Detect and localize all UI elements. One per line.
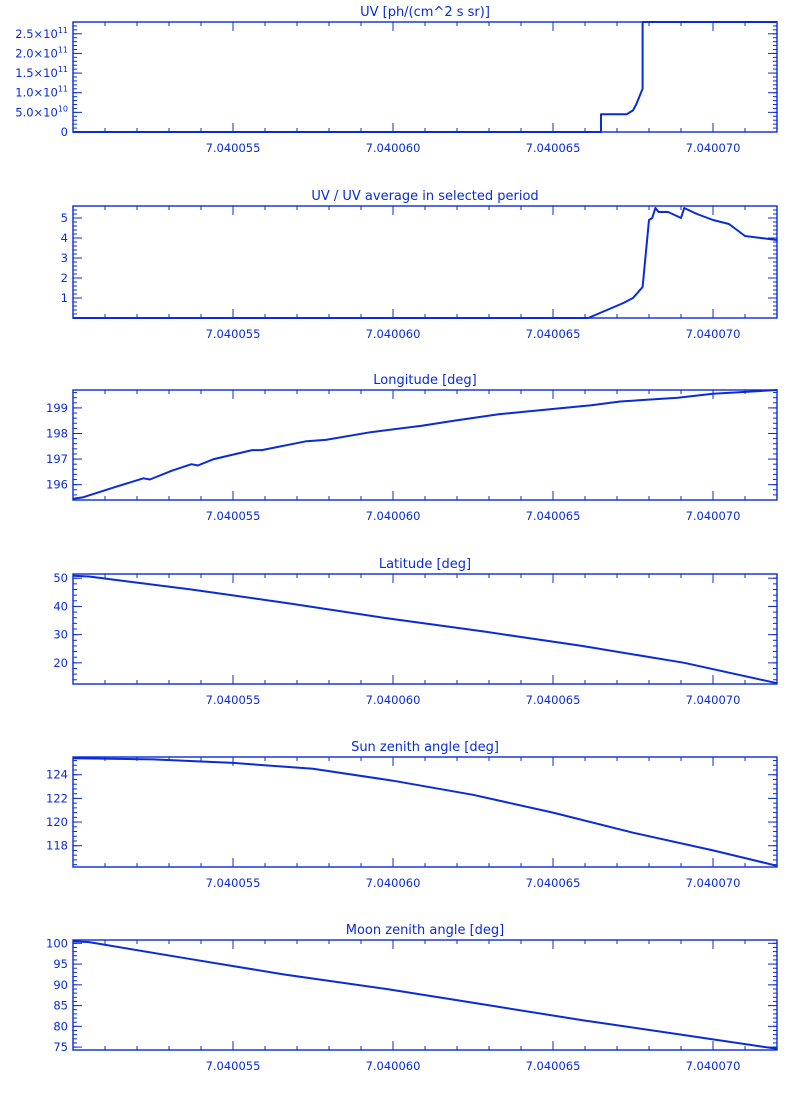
x-tick-label: 7.040060: [366, 141, 421, 155]
plot-frame: [72, 389, 778, 501]
x-tick-label: 7.040065: [526, 327, 581, 341]
plot-frame: [72, 205, 778, 319]
x-tick-label: 7.040060: [366, 1059, 421, 1073]
x-tick-label: 7.040055: [206, 693, 261, 707]
y-tick-label: 85: [53, 999, 68, 1013]
y-tick-label: 80: [53, 1019, 68, 1033]
y-tick-label: 124: [46, 768, 68, 782]
y-tick-exponent: 11: [58, 85, 68, 94]
chart-title: UV [ph/(cm^2 s sr)]: [360, 5, 490, 20]
y-tick-label: 5.0×1010: [15, 104, 68, 119]
y-tick-label: 1: [61, 291, 68, 305]
y-tick-label: 95: [53, 957, 68, 971]
chart-panel-3: Longitude [deg] 7.040055 7.040060 7.040065 7…: [46, 373, 778, 523]
chart-panel-2: UV / UV average in selected period 7.0400…: [61, 189, 778, 341]
y-tick-mantissa: 1.0×10: [15, 86, 58, 100]
x-tick-label: 7.040070: [686, 876, 741, 890]
y-tick-mantissa: 2.5×10: [15, 27, 58, 41]
y-tick-label: 197: [46, 452, 68, 466]
chart-title: Longitude [deg]: [373, 373, 476, 388]
y-tick-label: 199: [46, 401, 68, 415]
y-tick-label: 75: [53, 1040, 68, 1054]
x-tick-label: 7.040065: [526, 1059, 581, 1073]
y-tick-mantissa: 5.0×10: [15, 105, 58, 119]
y-tick-label: 30: [53, 628, 68, 642]
x-tick-label: 7.040065: [526, 693, 581, 707]
y-tick-label: 1.5×1011: [15, 65, 68, 80]
y-tick-label: 0: [61, 125, 68, 139]
y-tick-mantissa: 2.0×10: [15, 46, 58, 60]
y-tick-exponent: 11: [58, 45, 68, 54]
y-tick-exponent: 11: [58, 65, 68, 74]
y-tick-label: 100: [46, 936, 68, 950]
chart-panel-1: UV [ph/(cm^2 s sr)] 7.040055 7.040060 7.040…: [15, 5, 778, 155]
chart-title: Sun zenith angle [deg]: [351, 740, 499, 755]
x-tick-label: 7.040055: [206, 327, 261, 341]
x-tick-label: 7.040070: [686, 141, 741, 155]
chart-title: Latitude [deg]: [379, 557, 471, 572]
series-line: [72, 940, 778, 1050]
y-tick-label: 198: [46, 426, 68, 440]
series-line: [73, 207, 778, 319]
y-tick-label: 90: [53, 978, 68, 992]
series-line: [72, 389, 778, 500]
x-tick-label: 7.040065: [526, 141, 581, 155]
y-tick-label: 120: [46, 815, 68, 829]
y-tick-label: 2.5×1011: [15, 26, 68, 41]
y-tick-label: 122: [46, 791, 68, 805]
y-tick-mantissa: 0: [61, 125, 68, 139]
y-tick-label: 2.0×1011: [15, 45, 68, 60]
x-tick-label: 7.040060: [366, 693, 421, 707]
y-tick-label: 5: [61, 211, 68, 225]
series-line: [73, 21, 777, 133]
y-tick-exponent: 11: [58, 26, 68, 35]
x-tick-label: 7.040065: [526, 876, 581, 890]
series-line: [72, 574, 778, 685]
x-tick-label: 7.040070: [686, 1059, 741, 1073]
y-tick-label: 1.0×1011: [15, 85, 68, 100]
x-tick-label: 7.040055: [206, 876, 261, 890]
plot-frame: [72, 756, 778, 868]
chart-title: Moon zenith angle [deg]: [346, 923, 504, 938]
y-tick-label: 3: [61, 251, 68, 265]
y-tick-label: 2: [61, 271, 68, 285]
chart-panel-6: Moon zenith angle [deg] 7.040055 7.040060 7…: [46, 923, 778, 1073]
x-tick-label: 7.040060: [366, 327, 421, 341]
x-tick-label: 7.040060: [366, 509, 421, 523]
plot-frame: [72, 21, 778, 133]
x-tick-label: 7.040060: [366, 876, 421, 890]
series-line: [72, 757, 778, 867]
y-tick-label: 20: [53, 656, 68, 670]
x-tick-label: 7.040055: [206, 1059, 261, 1073]
x-tick-label: 7.040070: [686, 509, 741, 523]
x-tick-label: 7.040070: [686, 693, 741, 707]
y-tick-label: 40: [53, 599, 68, 613]
y-tick-label: 118: [46, 839, 68, 853]
x-tick-label: 7.040065: [526, 509, 581, 523]
y-tick-mantissa: 1.5×10: [15, 66, 58, 80]
y-tick-label: 196: [46, 478, 68, 492]
x-tick-label: 7.040070: [686, 327, 741, 341]
chart-title: UV / UV average in selected period: [311, 189, 538, 204]
y-tick-exponent: 10: [58, 104, 68, 113]
chart-panel-4: Latitude [deg] 7.040055 7.040060 7.040065 7.…: [53, 557, 778, 707]
plot-frame: [72, 573, 778, 685]
y-tick-label: 50: [53, 571, 68, 585]
x-tick-label: 7.040055: [206, 509, 261, 523]
x-tick-label: 7.040055: [206, 141, 261, 155]
chart-panel-5: Sun zenith angle [deg] 7.040055 7.040060 7.…: [46, 740, 778, 890]
y-tick-label: 4: [61, 231, 68, 245]
